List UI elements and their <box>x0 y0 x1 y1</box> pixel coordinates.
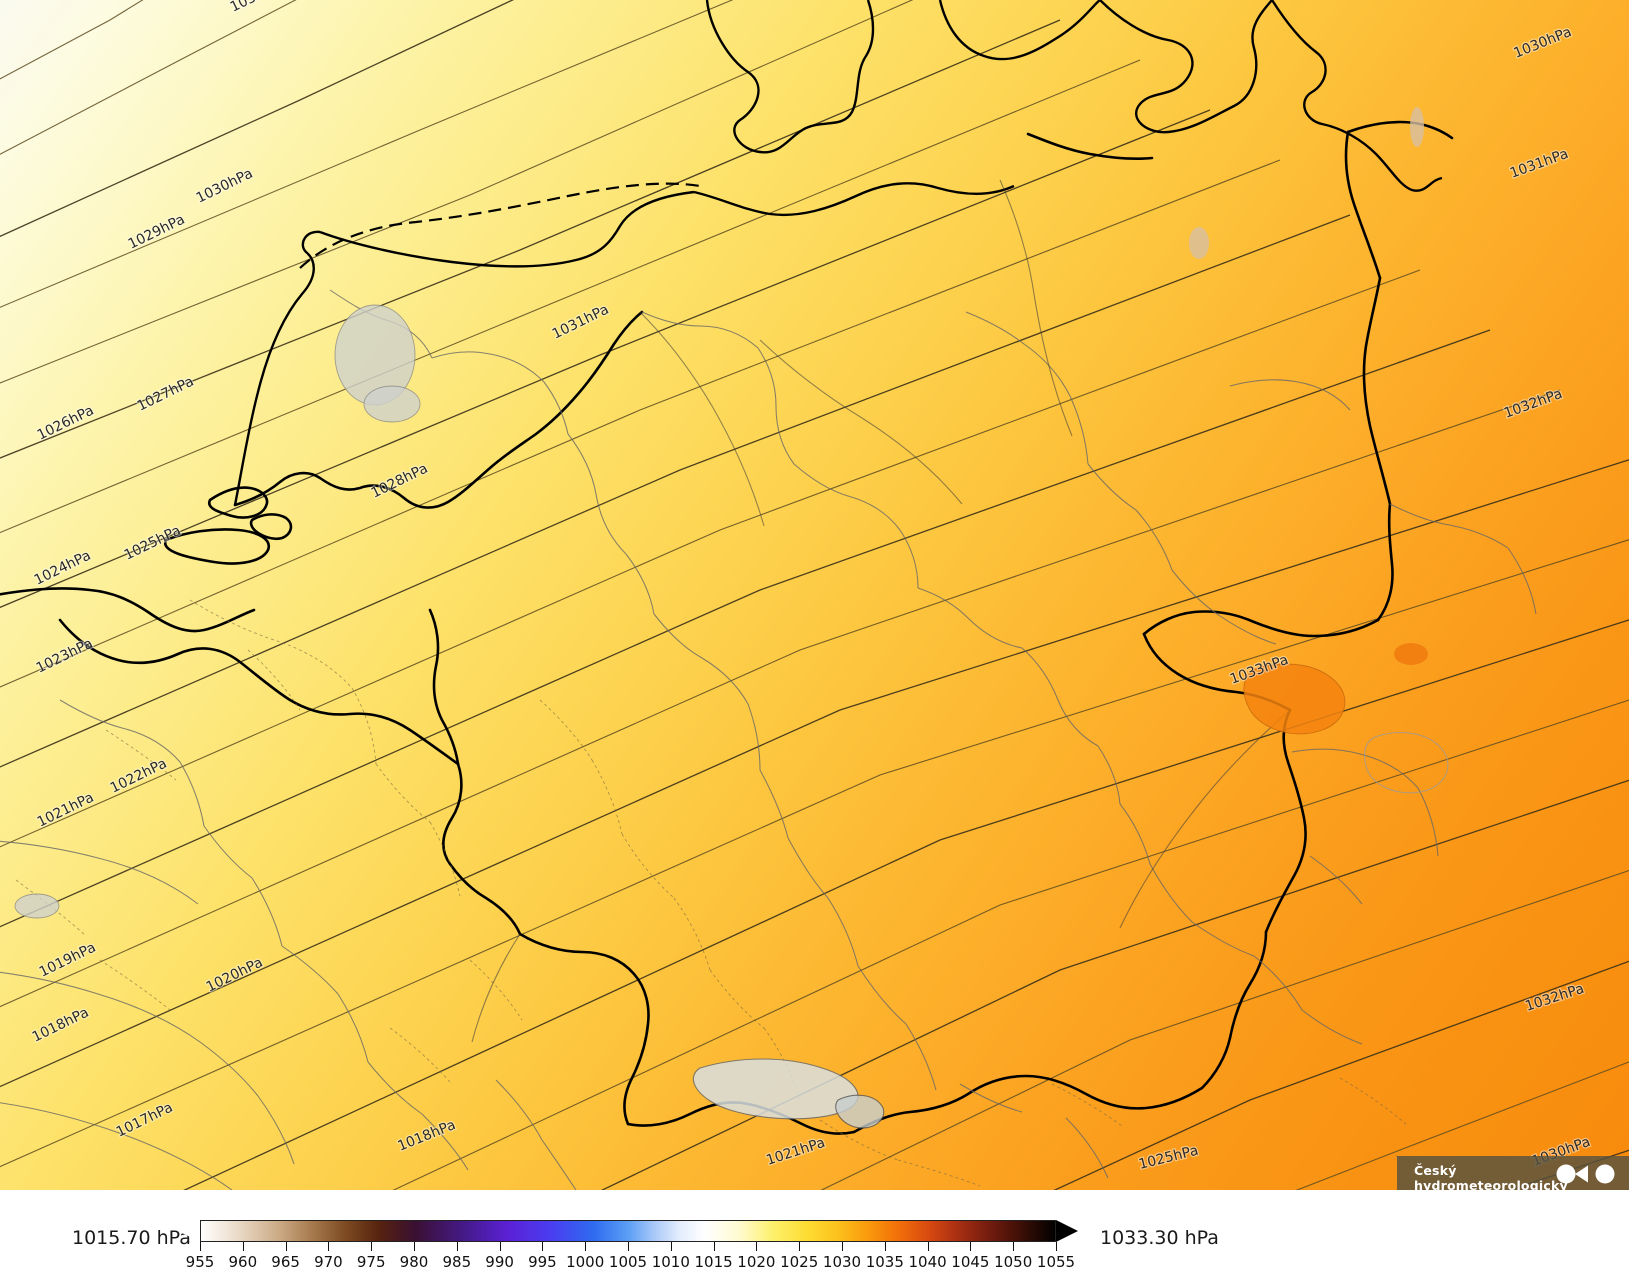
contour-label: 1017hPa <box>114 1100 176 1141</box>
colorbar-tick-label: 955 <box>185 1253 215 1271</box>
colorbar-tick-label: 1010 <box>651 1253 690 1271</box>
lakes <box>14 107 1449 1129</box>
colorbar-tick-label: 1055 <box>1036 1253 1076 1271</box>
colorbar-tick <box>1056 1242 1057 1251</box>
colorbar-tick <box>799 1242 801 1251</box>
colorbar-ticks: 955 960 965 970 975 980 985 990 995 1000 1005 1010 1… <box>178 1242 1078 1282</box>
contour-label: 1027hPa <box>135 374 197 415</box>
colorbar-tick <box>414 1242 415 1251</box>
colorbar-tick <box>884 1242 886 1251</box>
rivers <box>471 179 1291 1043</box>
subnational-borders <box>0 289 1537 1190</box>
contour-label: 1025hPa <box>122 523 184 564</box>
colorbar-tick-label: 960 <box>228 1253 258 1271</box>
contour-label-group: 1032hPa1030hPa1029hPa1027hPa1026hPa1025h… <box>29 0 1594 1174</box>
district-borders <box>15 599 1475 1187</box>
chmi-logo-text: Český hydrometeorologický ústav <box>1414 1163 1568 1190</box>
contour-label: 1031hPa <box>550 302 612 343</box>
chmi-logo: Český hydrometeorologický ústav <box>1397 1156 1629 1190</box>
colorbar-tick-label: 1035 <box>865 1253 904 1271</box>
colorbar-tick <box>1013 1242 1015 1251</box>
colorbar-tick-label: 990 <box>485 1253 514 1271</box>
colorbar-tick <box>713 1242 715 1251</box>
contour-label: 1031hPa <box>1508 146 1571 182</box>
isobar-lines <box>0 0 1629 1190</box>
colorbar-gradient <box>200 1220 1056 1242</box>
colorbar-tick <box>628 1242 629 1251</box>
contour-label: 1019hPa <box>37 940 99 981</box>
contour-label: 1030hPa <box>194 166 256 207</box>
colorbar-tick-label: 985 <box>442 1253 472 1271</box>
colorbar-max-label: 1033.30 hPa <box>1100 1227 1219 1249</box>
colorbar-tick <box>542 1242 544 1251</box>
contour-label: 1018hPa <box>396 1117 458 1155</box>
colorbar-tick <box>970 1242 972 1251</box>
colorbar-tick-label: 1005 <box>608 1253 648 1271</box>
contour-label: 1020hPa <box>204 955 266 996</box>
colorbar-tick-label: 1050 <box>994 1253 1033 1271</box>
coastline <box>233 0 1443 506</box>
colorbar-tick-label: 970 <box>314 1253 343 1271</box>
colorbar-tick <box>927 1242 929 1251</box>
contour-label: 1021hPa <box>764 1135 827 1169</box>
colorbar-tick <box>456 1242 458 1251</box>
colorbar-tick <box>328 1242 330 1251</box>
colorbar-tick <box>585 1242 587 1251</box>
contour-label: 1018hPa <box>30 1005 92 1046</box>
colorbar-tick <box>756 1242 758 1251</box>
contour-label: 1023hPa <box>34 636 96 677</box>
colorbar-tick-label: 1030 <box>822 1253 862 1271</box>
colorbar-tick-label: 975 <box>356 1253 386 1271</box>
contour-label: 1030hPa <box>1512 24 1574 62</box>
pressure-map[interactable]: 1032hPa1030hPa1029hPa1027hPa1026hPa1025h… <box>0 0 1629 1190</box>
chmi-logo-mark <box>1556 1164 1615 1184</box>
colorbar-group: 1015.70 hPa 1033.30 hPa 955 960 965 970 975 9… <box>0 1190 1300 1287</box>
colorbar-tick <box>285 1242 287 1251</box>
colorbar-tick-label: 1015 <box>694 1253 733 1271</box>
colorbar-tick-label: 995 <box>528 1253 557 1271</box>
legend-bar: 1015.70 hPa 1033.30 hPa 955 960 965 970 975 9… <box>0 1190 1629 1287</box>
contour-label: 1024hPa <box>32 548 94 589</box>
colorbar-over-arrow <box>1056 1220 1078 1242</box>
colorbar-tick <box>371 1242 373 1251</box>
map-vector-layer: 1032hPa1030hPa1029hPa1027hPa1026hPa1025h… <box>0 0 1629 1190</box>
colorbar[interactable] <box>178 1220 1078 1242</box>
colorbar-tick-label: 1020 <box>737 1253 776 1271</box>
colorbar-tick-label: 1000 <box>566 1253 605 1271</box>
colorbar-tick <box>200 1242 201 1251</box>
colorbar-tick-label: 1025 <box>780 1253 819 1271</box>
colorbar-tick-label: 980 <box>399 1253 429 1271</box>
colorbar-tick <box>670 1242 672 1251</box>
colorbar-tick-label: 965 <box>271 1253 300 1271</box>
colorbar-under-arrow <box>178 1220 200 1242</box>
colorbar-tick-label: 1040 <box>908 1253 947 1271</box>
colorbar-tick <box>499 1242 501 1251</box>
national-borders <box>0 120 1454 1135</box>
colorbar-tick-label: 1045 <box>951 1253 990 1271</box>
contour-label: 1032hPa <box>1502 386 1565 422</box>
contour-label: 1032hPa <box>1523 981 1586 1015</box>
colorbar-min-label: 1015.70 hPa <box>72 1227 191 1249</box>
colorbar-tick <box>842 1242 843 1251</box>
contour-label: 1021hPa <box>35 790 97 831</box>
colorbar-tick <box>242 1242 244 1251</box>
